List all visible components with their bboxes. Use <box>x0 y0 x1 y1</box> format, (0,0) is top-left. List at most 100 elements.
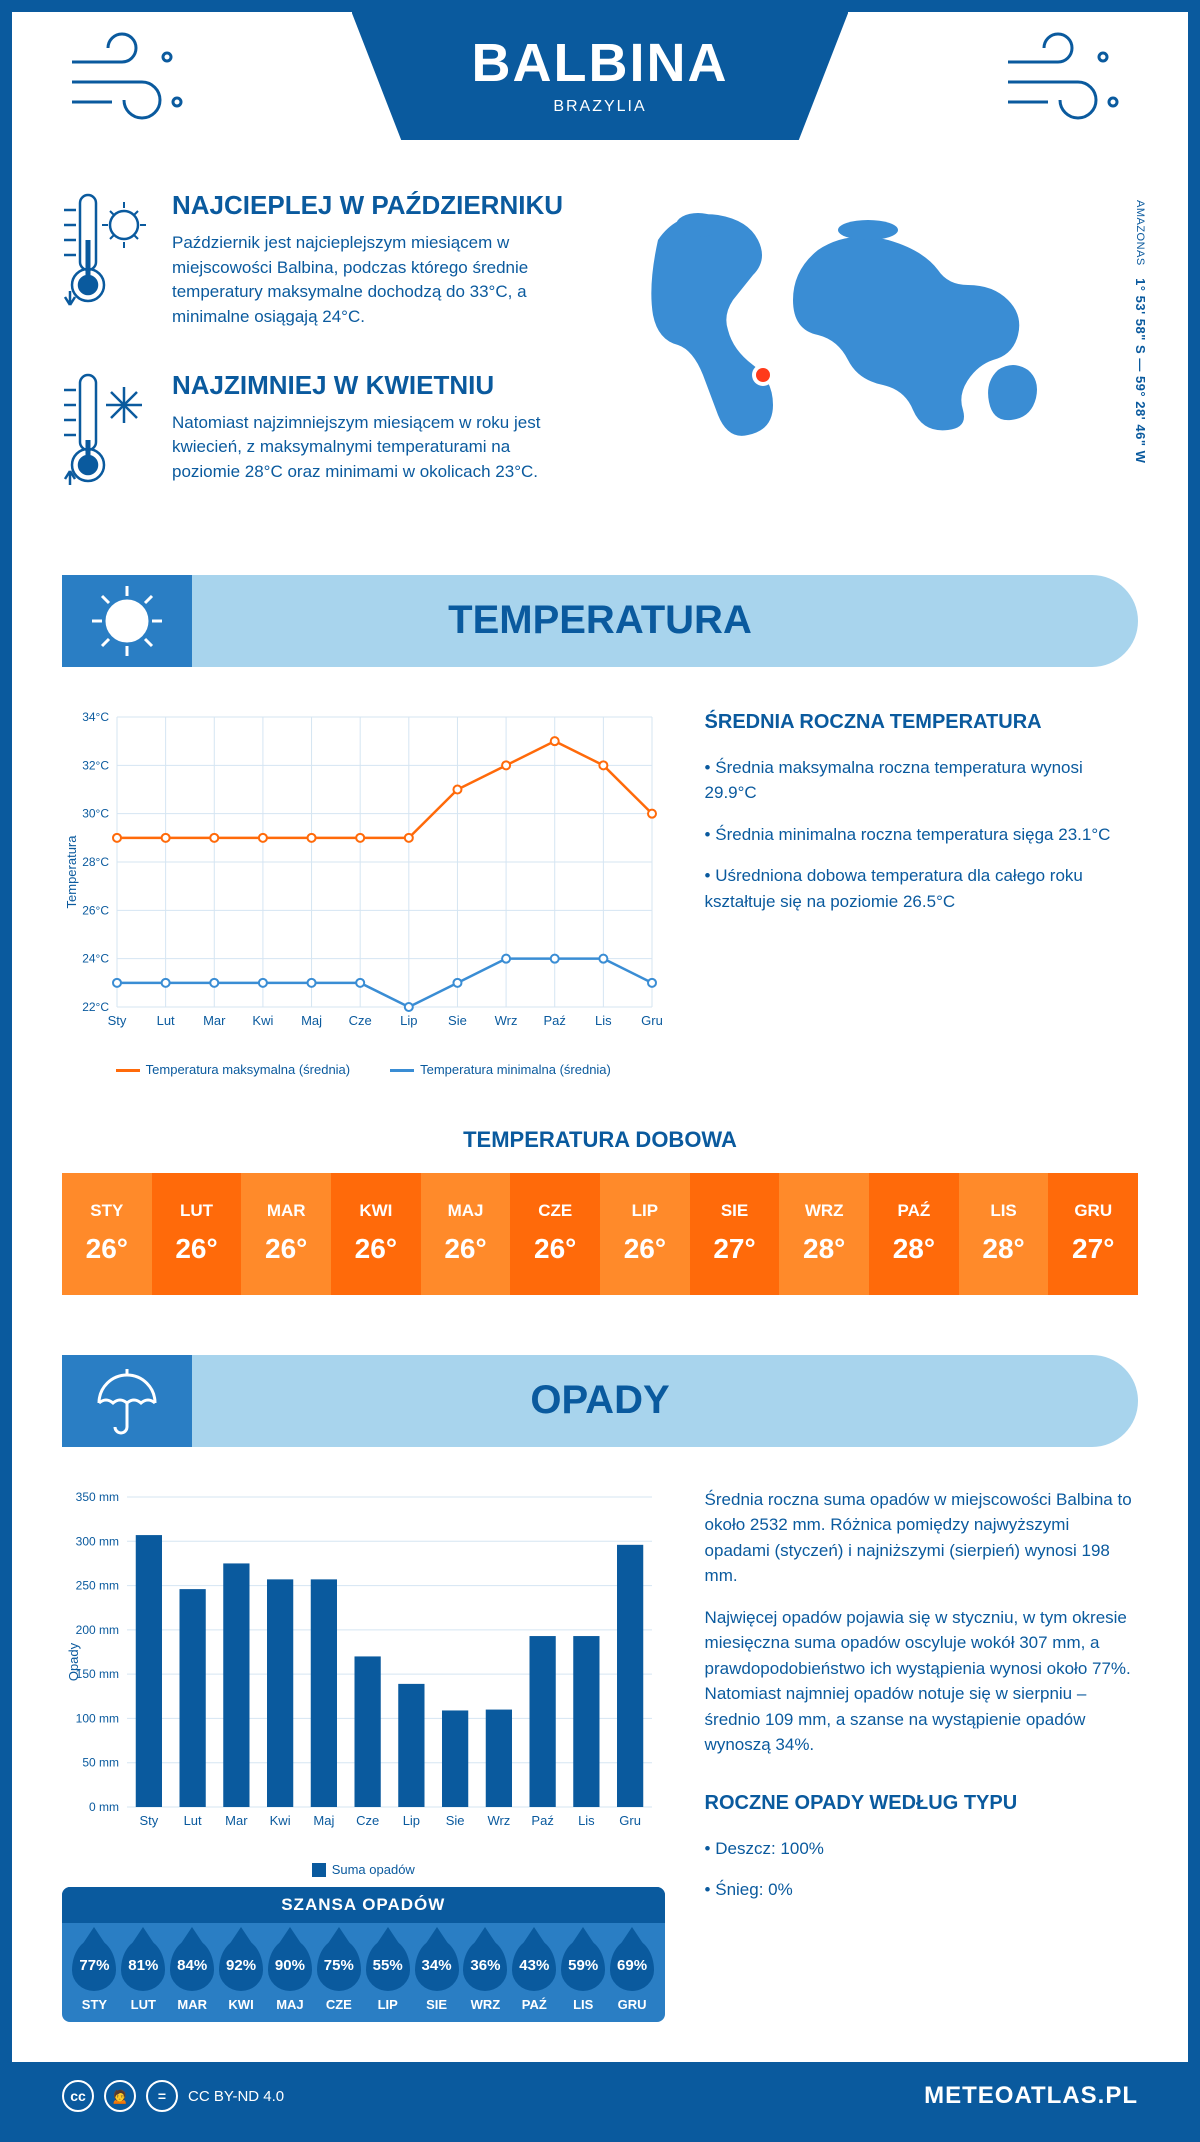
rain-drop-value: 55% <box>366 1939 410 1991</box>
precip-chart-legend: Suma opadów <box>62 1862 665 1878</box>
svg-text:250 mm: 250 mm <box>76 1578 119 1592</box>
wind-icon <box>62 32 202 127</box>
legend-max: Temperatura maksymalna (średnia) <box>146 1062 350 1077</box>
coldest-block: NAJZIMNIEJ W KWIETNIU Natomiast najzimni… <box>62 370 578 495</box>
temp-cell-value: 26° <box>331 1225 421 1281</box>
svg-text:50 mm: 50 mm <box>82 1755 119 1769</box>
page-subtitle: BRAZYLIA <box>472 98 729 116</box>
temp-cell: LUT26° <box>152 1173 242 1295</box>
rain-drop-value: 75% <box>317 1939 361 1991</box>
temp-cell-month: CZE <box>510 1187 600 1225</box>
page-title: BALBINA <box>472 32 729 94</box>
temp-cell: MAR26° <box>241 1173 331 1295</box>
thermometer-warm-icon <box>62 190 152 330</box>
svg-text:0 mm: 0 mm <box>89 1800 119 1814</box>
temp-cell: STY26° <box>62 1173 152 1295</box>
temp-cell-value: 28° <box>959 1225 1049 1281</box>
section-precipitation: OPADY <box>62 1355 1138 1447</box>
coords-lat: 1° 53' 58" S <box>1133 278 1148 354</box>
temp-cell-month: LIP <box>600 1187 690 1225</box>
rain-drop: 36%WRZ <box>461 1939 510 2012</box>
svg-text:Sty: Sty <box>108 1013 127 1028</box>
rain-drop-value: 43% <box>512 1939 556 1991</box>
svg-text:Paź: Paź <box>531 1813 553 1828</box>
coordinates: AMAZONAS 1° 53' 58" S — 59° 28' 46" W <box>1133 200 1148 463</box>
temp-cell-value: 28° <box>869 1225 959 1281</box>
temp-cell-month: GRU <box>1048 1187 1138 1225</box>
temp-cell-month: KWI <box>331 1187 421 1225</box>
svg-text:Lip: Lip <box>403 1813 420 1828</box>
thermometer-cold-icon <box>62 370 152 495</box>
rain-drop-month: LIP <box>363 1997 412 2012</box>
svg-text:24°C: 24°C <box>82 951 109 965</box>
svg-text:Lut: Lut <box>184 1813 202 1828</box>
license-text: CC BY-ND 4.0 <box>188 2088 284 2105</box>
temp-stat: Uśredniona dobowa temperatura dla całego… <box>705 863 1138 914</box>
temp-cell-month: WRZ <box>779 1187 869 1225</box>
temp-cell: KWI26° <box>331 1173 421 1295</box>
daily-temp-title: TEMPERATURA DOBOWA <box>12 1127 1188 1153</box>
temp-cell-value: 26° <box>510 1225 600 1281</box>
cc-icon: cc <box>62 2080 94 2112</box>
temp-cell-value: 27° <box>690 1225 780 1281</box>
rain-drop: 55% LIP <box>363 1939 412 2012</box>
svg-text:Sty: Sty <box>139 1813 158 1828</box>
temp-cell-month: MAJ <box>421 1187 511 1225</box>
coords-region: AMAZONAS <box>1134 200 1146 266</box>
svg-text:Wrz: Wrz <box>495 1013 518 1028</box>
temp-cell: CZE26° <box>510 1173 600 1295</box>
footer: cc 🙍 = CC BY-ND 4.0 METEOATLAS.PL <box>12 2062 1188 2130</box>
rain-drop-month: PAŹ <box>510 1997 559 2012</box>
rain-chance-panel: SZANSA OPADÓW 77%STY81%LUT84%MAR92%KWI90… <box>62 1887 665 2022</box>
rain-drop-month: KWI <box>217 1997 266 2012</box>
site-name: METEOATLAS.PL <box>924 2082 1138 2110</box>
precip-type: Śnieg: 0% <box>705 1877 1138 1903</box>
svg-text:Wrz: Wrz <box>487 1813 510 1828</box>
rain-drop-month: LUT <box>119 1997 168 2012</box>
coords-lon: 59° 28' 46" W <box>1133 376 1148 463</box>
temp-cell-value: 26° <box>152 1225 242 1281</box>
svg-text:Lis: Lis <box>578 1813 595 1828</box>
warmest-block: NAJCIEPLEJ W PAŹDZIERNIKU Październik je… <box>62 190 578 330</box>
temp-stat: Średnia maksymalna roczna temperatura wy… <box>705 755 1138 806</box>
temp-stat: Średnia minimalna roczna temperatura się… <box>705 822 1138 848</box>
svg-text:Paź: Paź <box>544 1013 566 1028</box>
rain-drop-value: 90% <box>268 1939 312 1991</box>
section-title: OPADY <box>62 1378 1138 1423</box>
precipitation-bar-chart: 0 mm50 mm100 mm150 mm200 mm250 mm300 mm3… <box>62 1487 662 1847</box>
svg-text:Mar: Mar <box>225 1813 248 1828</box>
rain-drop-value: 69% <box>610 1939 654 1991</box>
rain-drop-value: 77% <box>72 1939 116 1991</box>
temp-cell: LIS28° <box>959 1173 1049 1295</box>
svg-text:200 mm: 200 mm <box>76 1622 119 1636</box>
svg-text:Sie: Sie <box>448 1013 467 1028</box>
temp-cell-month: LIS <box>959 1187 1049 1225</box>
svg-text:100 mm: 100 mm <box>76 1711 119 1725</box>
rain-drop-value: 36% <box>463 1939 507 1991</box>
nd-icon: = <box>146 2080 178 2112</box>
temp-cell: PAŹ28° <box>869 1173 959 1295</box>
svg-text:Gru: Gru <box>641 1013 662 1028</box>
rain-drop-value: 84% <box>170 1939 214 1991</box>
rain-drop-month: CZE <box>314 1997 363 2012</box>
temp-cell: WRZ28° <box>779 1173 869 1295</box>
svg-text:Kwi: Kwi <box>252 1013 273 1028</box>
coldest-title: NAJZIMNIEJ W KWIETNIU <box>172 370 578 401</box>
legend-min: Temperatura minimalna (średnia) <box>420 1062 611 1077</box>
precip-type-title: ROCZNE OPADY WEDŁUG TYPU <box>705 1788 1138 1818</box>
rain-chance-title: SZANSA OPADÓW <box>62 1887 665 1923</box>
rain-drop: 90%MAJ <box>266 1939 315 2012</box>
rain-drop: 43% PAŹ <box>510 1939 559 2012</box>
temperature-line-chart: 22°C24°C26°C28°C30°C32°C34°CStyLutMarKwi… <box>62 707 662 1047</box>
svg-text:22°C: 22°C <box>82 1000 109 1014</box>
rain-drop-month: SIE <box>412 1997 461 2012</box>
svg-text:Cze: Cze <box>356 1813 379 1828</box>
rain-drop: 77%STY <box>70 1939 119 2012</box>
svg-text:350 mm: 350 mm <box>76 1490 119 1504</box>
rain-drop-value: 34% <box>415 1939 459 1991</box>
precip-type: Deszcz: 100% <box>705 1836 1138 1862</box>
temp-cell-value: 26° <box>241 1225 331 1281</box>
svg-text:Cze: Cze <box>349 1013 372 1028</box>
rain-drop-value: 92% <box>219 1939 263 1991</box>
header-banner: BALBINA BRAZYLIA <box>352 12 849 140</box>
